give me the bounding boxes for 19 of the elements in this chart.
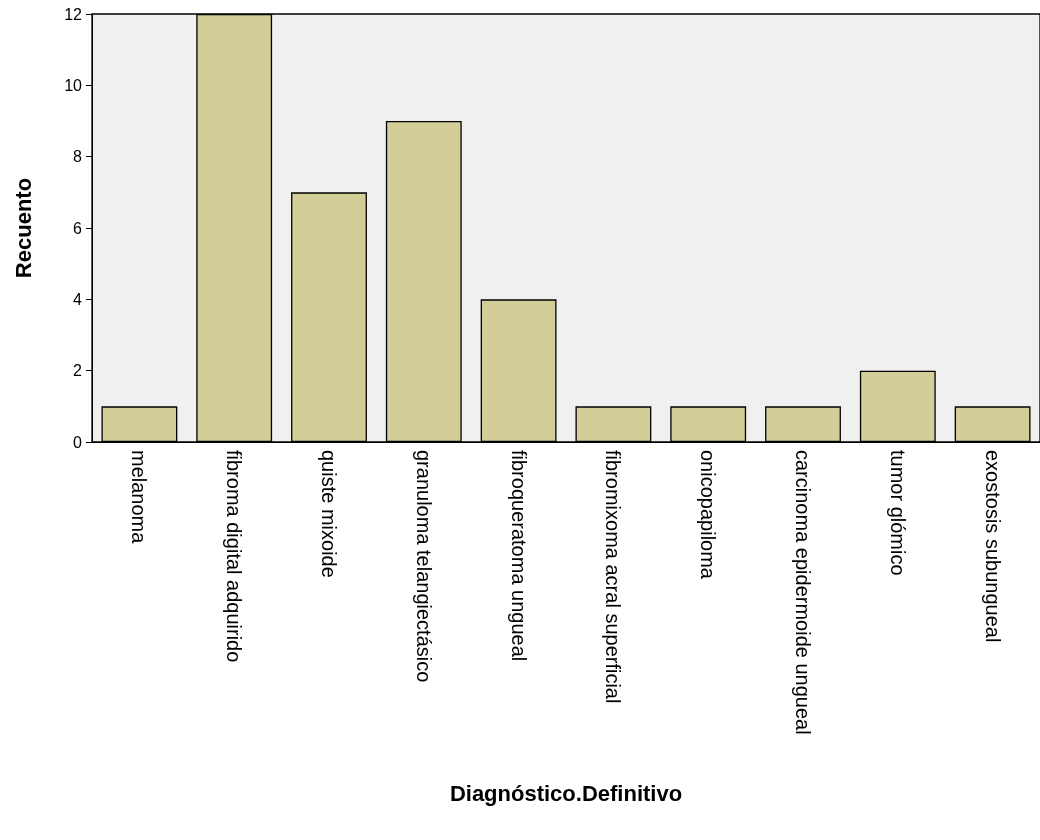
x-tick-label: onicopapiloma	[697, 450, 720, 580]
y-tick-label: 4	[73, 290, 83, 308]
y-tick-label: 8	[73, 148, 83, 166]
x-tick-label: carcinoma epidermoide ungueal	[792, 450, 814, 735]
x-tick-label: exostosis subungueal	[981, 450, 1004, 643]
y-tick-label: 0	[73, 433, 83, 451]
y-axis-title: Recuento	[10, 177, 36, 279]
x-tick-label: fibromixoma acral superficial	[602, 450, 625, 704]
x-tick-label: granuloma telangiectásico	[412, 450, 435, 683]
y-tick-label: 12	[64, 5, 83, 23]
x-axis-title: Diagnóstico.Definitivo	[449, 780, 683, 806]
x-tick-label: quiste mixoide	[318, 450, 340, 578]
y-tick-label: 6	[73, 219, 83, 237]
x-tick-label: fibroma digital adquirido	[223, 450, 246, 663]
x-tick-label: tumor glómico	[886, 450, 909, 576]
x-tick-label: melanoma	[128, 450, 151, 545]
y-tick-label: 2	[73, 362, 83, 380]
x-tick-label: fibroqueratoma ungueal	[507, 450, 530, 662]
y-tick-label: 10	[64, 76, 83, 94]
